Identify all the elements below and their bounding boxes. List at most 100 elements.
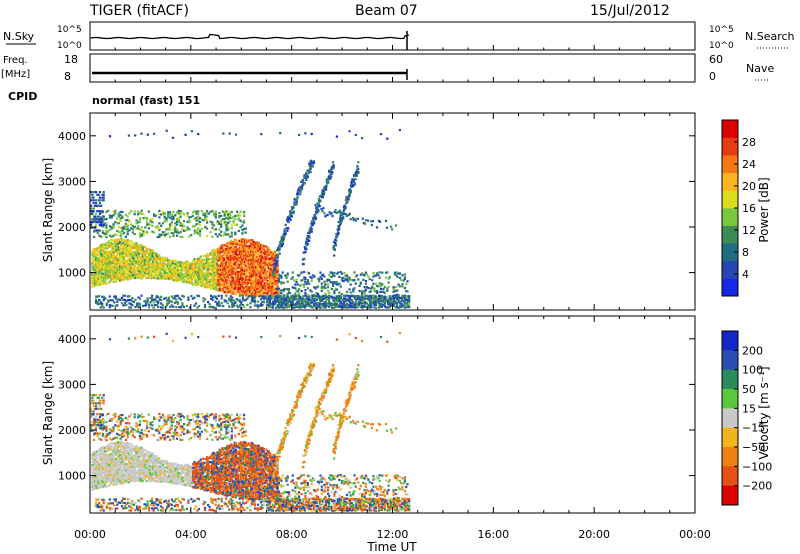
range-cell xyxy=(214,249,217,252)
range-cell xyxy=(95,263,98,266)
range-cell xyxy=(269,253,272,256)
range-cell xyxy=(135,273,138,276)
range-cell xyxy=(285,304,288,307)
range-cell xyxy=(271,288,274,291)
range-cell xyxy=(125,253,128,256)
range-cell xyxy=(112,462,115,465)
range-cell xyxy=(234,257,238,260)
range-cell xyxy=(250,292,253,295)
range-cell xyxy=(199,255,202,258)
range-cell xyxy=(232,240,235,244)
range-cell xyxy=(138,228,142,231)
range-cell xyxy=(134,277,137,280)
range-cell xyxy=(93,479,96,482)
range-cell xyxy=(236,249,239,252)
range-cell xyxy=(233,257,236,260)
range-cell xyxy=(238,256,241,259)
range-cell xyxy=(379,290,383,293)
range-cell xyxy=(155,270,158,273)
range-cell xyxy=(163,220,166,223)
range-cell xyxy=(151,299,154,302)
range-cell xyxy=(243,282,246,286)
range-cell xyxy=(232,259,235,262)
range-cell xyxy=(226,242,229,245)
range-cell xyxy=(203,265,206,268)
range-cell xyxy=(211,274,214,277)
range-cell xyxy=(199,261,202,264)
range-cell xyxy=(175,262,178,265)
range-cell xyxy=(218,278,221,281)
range-cell xyxy=(139,245,142,249)
range-cell xyxy=(98,471,101,474)
range-cell xyxy=(290,215,293,218)
range-cell xyxy=(393,296,396,299)
range-cell xyxy=(135,227,138,230)
range-cell xyxy=(125,246,128,249)
range-cell xyxy=(251,245,254,249)
range-cell xyxy=(207,267,210,270)
range-cell xyxy=(354,178,357,181)
range-cell xyxy=(236,223,239,226)
range-cell xyxy=(384,276,388,279)
range-cell xyxy=(270,295,273,298)
range-cell xyxy=(233,241,236,244)
range-cell xyxy=(93,284,96,287)
range-cell xyxy=(250,248,253,251)
range-cell xyxy=(381,271,384,274)
range-cell xyxy=(108,234,112,237)
range-cell xyxy=(295,197,298,201)
range-cell xyxy=(105,260,108,264)
range-cell xyxy=(340,304,343,307)
range-cell xyxy=(126,254,129,257)
range-cell xyxy=(288,215,291,218)
range-cell xyxy=(110,469,113,472)
freq-tick-top: 18 xyxy=(64,53,78,66)
range-cell xyxy=(262,275,265,279)
range-cell xyxy=(237,239,240,242)
freq-unit: [MHz] xyxy=(1,69,30,80)
range-cell xyxy=(228,273,231,276)
range-cell xyxy=(355,306,358,309)
range-cell xyxy=(98,270,101,273)
range-cell xyxy=(320,299,323,302)
range-cell xyxy=(377,303,381,306)
range-cell xyxy=(185,279,188,282)
range-cell xyxy=(288,297,291,300)
range-cell xyxy=(160,298,163,302)
range-cell xyxy=(269,280,272,283)
range-cell xyxy=(116,217,119,220)
range-cell xyxy=(275,268,278,272)
range-cell xyxy=(218,267,221,270)
range-cell xyxy=(103,280,107,283)
range-cell xyxy=(356,165,359,168)
range-cell xyxy=(250,270,253,273)
range-cell xyxy=(102,451,105,454)
range-cell xyxy=(208,303,211,306)
range-cell xyxy=(170,274,173,277)
range-cell xyxy=(207,259,210,263)
range-cell xyxy=(161,222,164,225)
range-cell xyxy=(125,255,128,258)
range-cell xyxy=(142,264,146,267)
range-cell xyxy=(273,295,276,298)
range-cell xyxy=(299,193,302,196)
range-cell xyxy=(148,274,151,277)
range-cell xyxy=(126,263,129,267)
range-cell xyxy=(105,271,108,274)
range-cell xyxy=(334,238,337,242)
range-cell xyxy=(119,277,122,280)
range-cell xyxy=(319,199,322,202)
range-cell xyxy=(214,255,217,258)
range-cell xyxy=(95,199,98,202)
range-cell xyxy=(322,193,325,196)
range-cell xyxy=(97,265,100,268)
range-cell xyxy=(121,260,124,263)
range-cell xyxy=(274,256,277,259)
range-cell xyxy=(116,279,119,282)
range-cell xyxy=(108,272,112,275)
range-cell xyxy=(237,285,240,288)
range-cell xyxy=(263,278,267,282)
range-cell xyxy=(151,269,154,272)
range-cell xyxy=(181,302,184,305)
range-cell xyxy=(234,218,237,221)
